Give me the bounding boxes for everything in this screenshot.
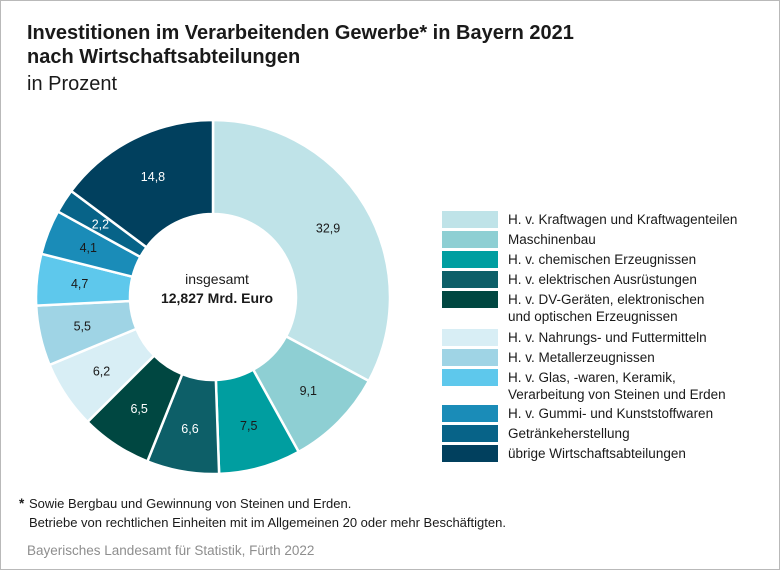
slice-value-label-5: 6,5 <box>130 402 147 416</box>
chart-title: Investitionen im Verarbeitenden Gewerbe*… <box>27 22 574 44</box>
legend-swatch-9 <box>442 405 498 422</box>
legend-label-2: Maschinenbau <box>508 232 596 247</box>
legend-label-3: H. v. chemischen Erzeugnissen <box>508 252 697 267</box>
footnote-line1: Sowie Bergbau und Gewinnung von Steinen … <box>29 496 352 511</box>
center-label-insgesamt: insgesamt <box>185 271 249 287</box>
legend-swatch-8 <box>442 369 498 386</box>
legend-swatch-11 <box>442 445 498 462</box>
legend-label-9: H. v. Gummi- und Kunststoffwaren <box>508 406 714 421</box>
slice-value-label-7: 5,5 <box>74 319 91 333</box>
legend-swatch-3 <box>442 251 498 268</box>
donut-slice-labels: 32,9 9,1 7,5 6,6 6,5 6,2 5,5 4,7 4,1 2,2 14,8 <box>71 170 340 436</box>
slice-value-label-6: 6,2 <box>93 364 110 378</box>
legend-label-6: H. v. Nahrungs- und Futtermitteln <box>508 330 707 345</box>
legend-swatch-7 <box>442 349 498 366</box>
center-label-total: 12,827 Mrd. Euro <box>161 290 273 306</box>
legend-label-7: H. v. Metallerzeugnissen <box>508 350 655 365</box>
source-note: Bayerisches Landesamt für Statistik, Für… <box>27 543 315 558</box>
donut-slice-1 <box>211 118 392 383</box>
legend-swatch-5 <box>442 291 498 308</box>
legend-swatch-6 <box>442 329 498 346</box>
legend-swatch-10 <box>442 425 498 442</box>
chart-title-line2: nach Wirtschaftsabteilungen <box>27 46 301 68</box>
footnote-mark: * <box>19 496 25 511</box>
slice-value-label-3: 7,5 <box>240 419 257 433</box>
legend-label-1: H. v. Kraftwagen und Kraftwagenteilen <box>508 212 738 227</box>
donut-slice-11 <box>69 118 215 250</box>
legend-swatch-2 <box>442 231 498 248</box>
slice-value-label-10: 2,2 <box>92 217 109 231</box>
legend-swatch-4 <box>442 271 498 288</box>
legend-label-8: H. v. Glas, -waren, Keramik, Verarbeitung… <box>508 370 726 402</box>
slice-value-label-1: 32,9 <box>316 221 340 235</box>
legend-label-11: übrige Wirtschaftsabteilungen <box>508 446 686 461</box>
slice-value-label-11: 14,8 <box>141 170 165 184</box>
donut-slices <box>34 118 392 476</box>
slice-value-label-8: 4,7 <box>71 277 88 291</box>
slice-value-label-2: 9,1 <box>300 384 317 398</box>
footnote-line2: Betriebe von rechtlichen Einheiten mit i… <box>29 515 506 530</box>
chart-subtitle: in Prozent <box>27 73 118 95</box>
slice-value-label-9: 4,1 <box>80 241 97 255</box>
legend-label-5: H. v. DV-Geräten, elektronischen und opti… <box>508 292 705 324</box>
slice-value-label-4: 6,6 <box>181 422 198 436</box>
legend-swatch-1 <box>442 211 498 228</box>
legend-label-10: Getränkeherstellung <box>508 426 630 441</box>
legend-label-4: H. v. elektrischen Ausrüstungen <box>508 272 697 287</box>
